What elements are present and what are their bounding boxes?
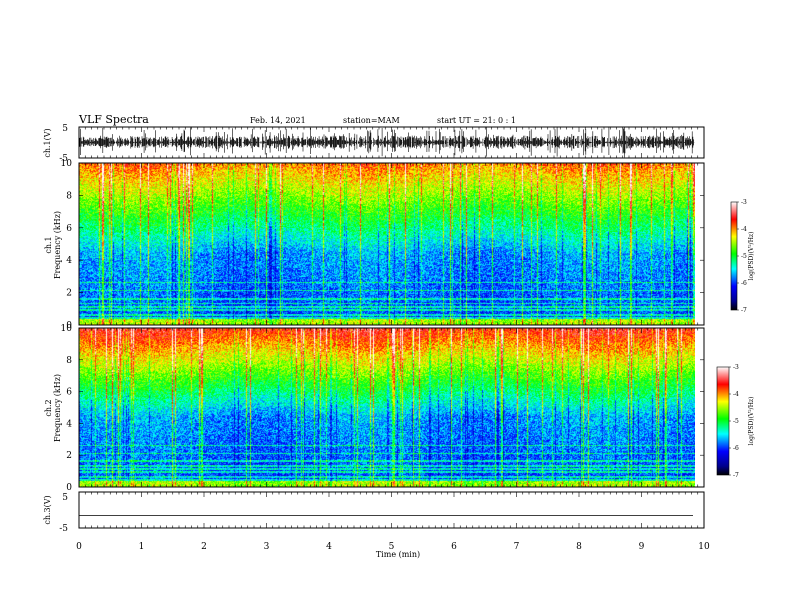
colorbar-tick-label: -6	[741, 280, 747, 287]
ch3-waveform-frame	[78, 491, 705, 529]
ch1-colorbar-label: log(PSD)(V²/Hz)	[748, 232, 755, 281]
start-time-label: start UT = 21: 0 : 1	[437, 116, 516, 125]
ch1-spectrogram-ylabel-frequency: Frequency (kHz)	[53, 211, 62, 279]
time-tick-label: 0	[76, 542, 82, 552]
frequency-tick-label: 0	[66, 321, 72, 331]
ch3-ylabel: ch.3(V)	[43, 495, 52, 524]
ch1-waveform-path	[78, 127, 695, 158]
ch1-ylabel: ch.1(V)	[43, 128, 52, 157]
time-tick-label: 2	[201, 542, 207, 552]
colorbar-tick-label: -6	[733, 445, 739, 452]
colorbar-tick-label: -3	[741, 199, 747, 206]
spectrogram-raster	[79, 163, 695, 325]
time-tick-label: 8	[576, 542, 582, 552]
time-axis-label: Time (min)	[376, 550, 420, 559]
frequency-tick-label: 6	[66, 224, 72, 234]
colorbar-tick-label: -5	[741, 253, 747, 260]
time-tick-label: 4	[326, 542, 332, 552]
ch2-spectrogram-ylabel-frequency: Frequency (kHz)	[53, 374, 62, 442]
frequency-tick-label: 4	[66, 256, 72, 266]
ch2-colorbar	[716, 366, 730, 476]
colorbar-tick-label: -3	[733, 364, 739, 371]
ch1-waveform-panel: 5 -5 ch.1(V)	[43, 124, 705, 164]
figure-title: VLF Spectra	[78, 113, 149, 126]
frequency-tick-label: 8	[66, 356, 72, 366]
station-label: station=MAM	[343, 116, 400, 125]
ch2-spectrogram-yticks: 0 2 4 6 8 10	[61, 324, 704, 493]
ch2-colorbar-ticks: -3 -4 -5 -6 -7	[729, 364, 739, 479]
ch1-colorbar	[730, 201, 738, 311]
frequency-tick-label: 10	[61, 324, 73, 334]
frequency-tick-label: 8	[66, 191, 72, 201]
frequency-tick-label: 6	[66, 388, 72, 398]
date-label: Feb. 14, 2021	[250, 116, 306, 125]
frequency-tick-label: 10	[61, 159, 73, 169]
frequency-tick-label: 0	[66, 483, 72, 493]
spectrogram-raster	[79, 328, 695, 487]
ch3-waveform-panel: 5 -5 ch.3(V)	[43, 491, 705, 534]
time-tick-label: 1	[139, 542, 145, 552]
colorbar-tick-label: -4	[733, 391, 739, 398]
time-tick-label: 5	[389, 542, 395, 552]
ch1-waveform-trace	[78, 127, 695, 158]
time-tick-label: 9	[639, 542, 645, 552]
ch1-ytick-bottom: -5	[59, 154, 68, 164]
colorbar-tick-label: -5	[733, 418, 739, 425]
frequency-tick-label: 4	[66, 419, 72, 429]
colorbar-tick-label: -4	[741, 226, 747, 233]
colorbar-tick-label: -7	[733, 472, 739, 479]
time-tick-label: 10	[698, 542, 710, 552]
time-tick-label: 6	[451, 542, 457, 552]
frequency-tick-label: 2	[66, 289, 72, 299]
ch1-spectrogram-image	[79, 163, 695, 325]
ch1-colorbar-ticks: -3 -4 -5 -6 -7	[737, 199, 747, 314]
ch3-ytick-top: 5	[62, 493, 68, 503]
ch1-spectrogram-yticks: 0 2 4 6 8 10	[61, 159, 704, 331]
colorbar-tick-label: -7	[741, 307, 747, 314]
ch2-colorbar-label: log(PSD)(V²/Hz)	[748, 397, 755, 446]
ch1-ytick-top: 5	[62, 124, 68, 134]
time-axis-ticks: 0 1 2 3 4 5 6 7 8 9 10	[76, 127, 710, 552]
time-tick-label: 3	[264, 542, 270, 552]
ch2-spectrogram-ylabel-channel: ch.2	[44, 399, 53, 416]
frequency-tick-label: 2	[66, 451, 72, 461]
ch1-spectrogram-ylabel-channel: ch.1	[44, 236, 53, 253]
ch3-ytick-bottom: -5	[59, 524, 68, 534]
time-tick-label: 7	[514, 542, 520, 552]
ch2-spectrogram-image	[79, 328, 695, 487]
